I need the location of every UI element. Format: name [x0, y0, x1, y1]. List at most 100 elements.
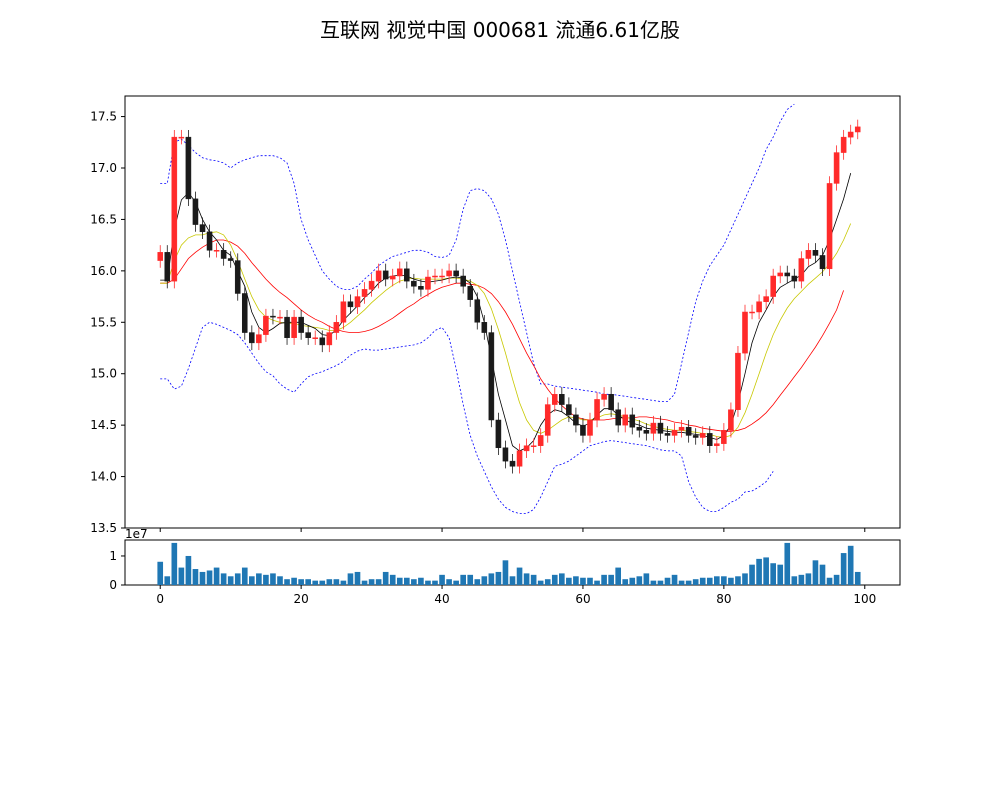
candle-body — [742, 311, 748, 354]
volume-xtick-label: 40 — [434, 592, 449, 606]
volume-bar — [798, 574, 805, 585]
candle-body — [763, 296, 769, 302]
volume-bar — [833, 574, 840, 585]
candle-body — [298, 316, 304, 333]
candle-body — [784, 272, 791, 277]
candle-body — [657, 422, 664, 434]
candle-body — [580, 424, 586, 436]
volume-scale-label: 1e7 — [125, 527, 148, 541]
volume-ytick-label: 0 — [109, 578, 117, 592]
candle-body — [749, 311, 755, 314]
candle-body — [157, 252, 164, 261]
candle-body — [559, 394, 565, 405]
volume-bar — [227, 576, 234, 585]
candle-body — [671, 430, 678, 436]
candle-body — [389, 275, 396, 280]
price-ytick-label: 16.5 — [90, 212, 117, 226]
candle-body — [270, 315, 276, 318]
volume-xtick-label: 0 — [156, 592, 164, 606]
candle-body — [826, 183, 833, 270]
volume-bar — [488, 573, 495, 585]
candle-body — [537, 435, 544, 446]
price-ytick-label: 16.0 — [90, 264, 117, 278]
candle-body — [502, 447, 509, 462]
candle-body — [467, 286, 474, 300]
candle-body — [798, 258, 805, 282]
volume-bar — [192, 569, 199, 585]
ma-long-line — [160, 239, 844, 432]
volume-bar — [277, 576, 283, 585]
candle-body — [354, 296, 361, 308]
candle-body — [714, 443, 720, 446]
candle-body — [213, 250, 220, 252]
volume-bar — [657, 580, 664, 585]
volume-bar — [439, 574, 445, 585]
candle-body — [706, 433, 713, 446]
volume-bar — [706, 577, 713, 585]
volume-bar — [319, 580, 326, 585]
price-ytick-label: 17.0 — [90, 161, 117, 175]
volume-bar — [284, 579, 290, 585]
candle-body — [777, 272, 784, 277]
ma-mid-line — [160, 223, 852, 438]
candle-body — [622, 414, 629, 426]
volume-bar — [411, 579, 417, 585]
volume-bar — [368, 579, 375, 585]
volume-bar — [537, 580, 544, 585]
candle-body — [263, 315, 269, 335]
candle-body — [256, 334, 262, 344]
candle-body — [699, 433, 706, 438]
volume-bar — [728, 577, 734, 585]
candle-body — [847, 131, 854, 138]
candle-body — [326, 332, 333, 346]
volume-bar — [721, 576, 727, 585]
candle-body — [220, 250, 227, 259]
volume-bar — [241, 567, 248, 585]
candle-body — [446, 270, 452, 277]
candle-body — [721, 430, 727, 444]
volume-bar — [164, 576, 171, 585]
candle-body — [439, 275, 445, 278]
volume-bar — [467, 574, 474, 585]
volume-bar — [220, 573, 227, 585]
volume-bar — [678, 580, 685, 585]
candle-body — [833, 152, 840, 184]
candle-body — [805, 250, 812, 259]
candle-body — [516, 450, 523, 467]
candle-body — [375, 270, 382, 282]
candle-body — [277, 316, 283, 319]
volume-bar — [460, 574, 466, 585]
volume-bar — [474, 579, 481, 585]
candle-body — [678, 426, 685, 431]
candle-body — [453, 270, 459, 277]
candle-body — [728, 409, 734, 431]
volume-bar — [425, 580, 431, 585]
volume-bar — [347, 573, 354, 585]
volume-bar — [446, 579, 452, 585]
volume-xtick-label: 80 — [716, 592, 731, 606]
candle-body — [615, 409, 621, 426]
candle-body — [361, 289, 368, 297]
ma-short-line — [160, 172, 852, 452]
price-ytick-label: 14.0 — [90, 470, 117, 484]
volume-bar — [650, 580, 657, 585]
candle-body — [185, 136, 192, 200]
chart-title: 互联网 视觉中国 000681 流通6.61亿股 — [320, 18, 680, 42]
candle-body — [241, 293, 248, 333]
candle-body — [192, 198, 199, 225]
volume-bar — [763, 557, 769, 585]
volume-bar — [664, 577, 671, 585]
volume-bar — [509, 576, 516, 585]
candle-body — [284, 316, 290, 338]
price-panel: 13.5 14.0 14.5 15.0 15.5 16.0 16.5 17.0 17.5 — [90, 95, 901, 535]
volume-bar — [784, 542, 791, 585]
candle-body — [164, 252, 171, 282]
price-ytick-label: 13.5 — [90, 521, 117, 535]
volume-bar — [699, 577, 706, 585]
candle-body — [544, 404, 551, 436]
candle-body — [551, 394, 558, 405]
candle-body — [650, 422, 657, 434]
candle-body — [460, 275, 466, 287]
candle-body — [481, 322, 488, 333]
